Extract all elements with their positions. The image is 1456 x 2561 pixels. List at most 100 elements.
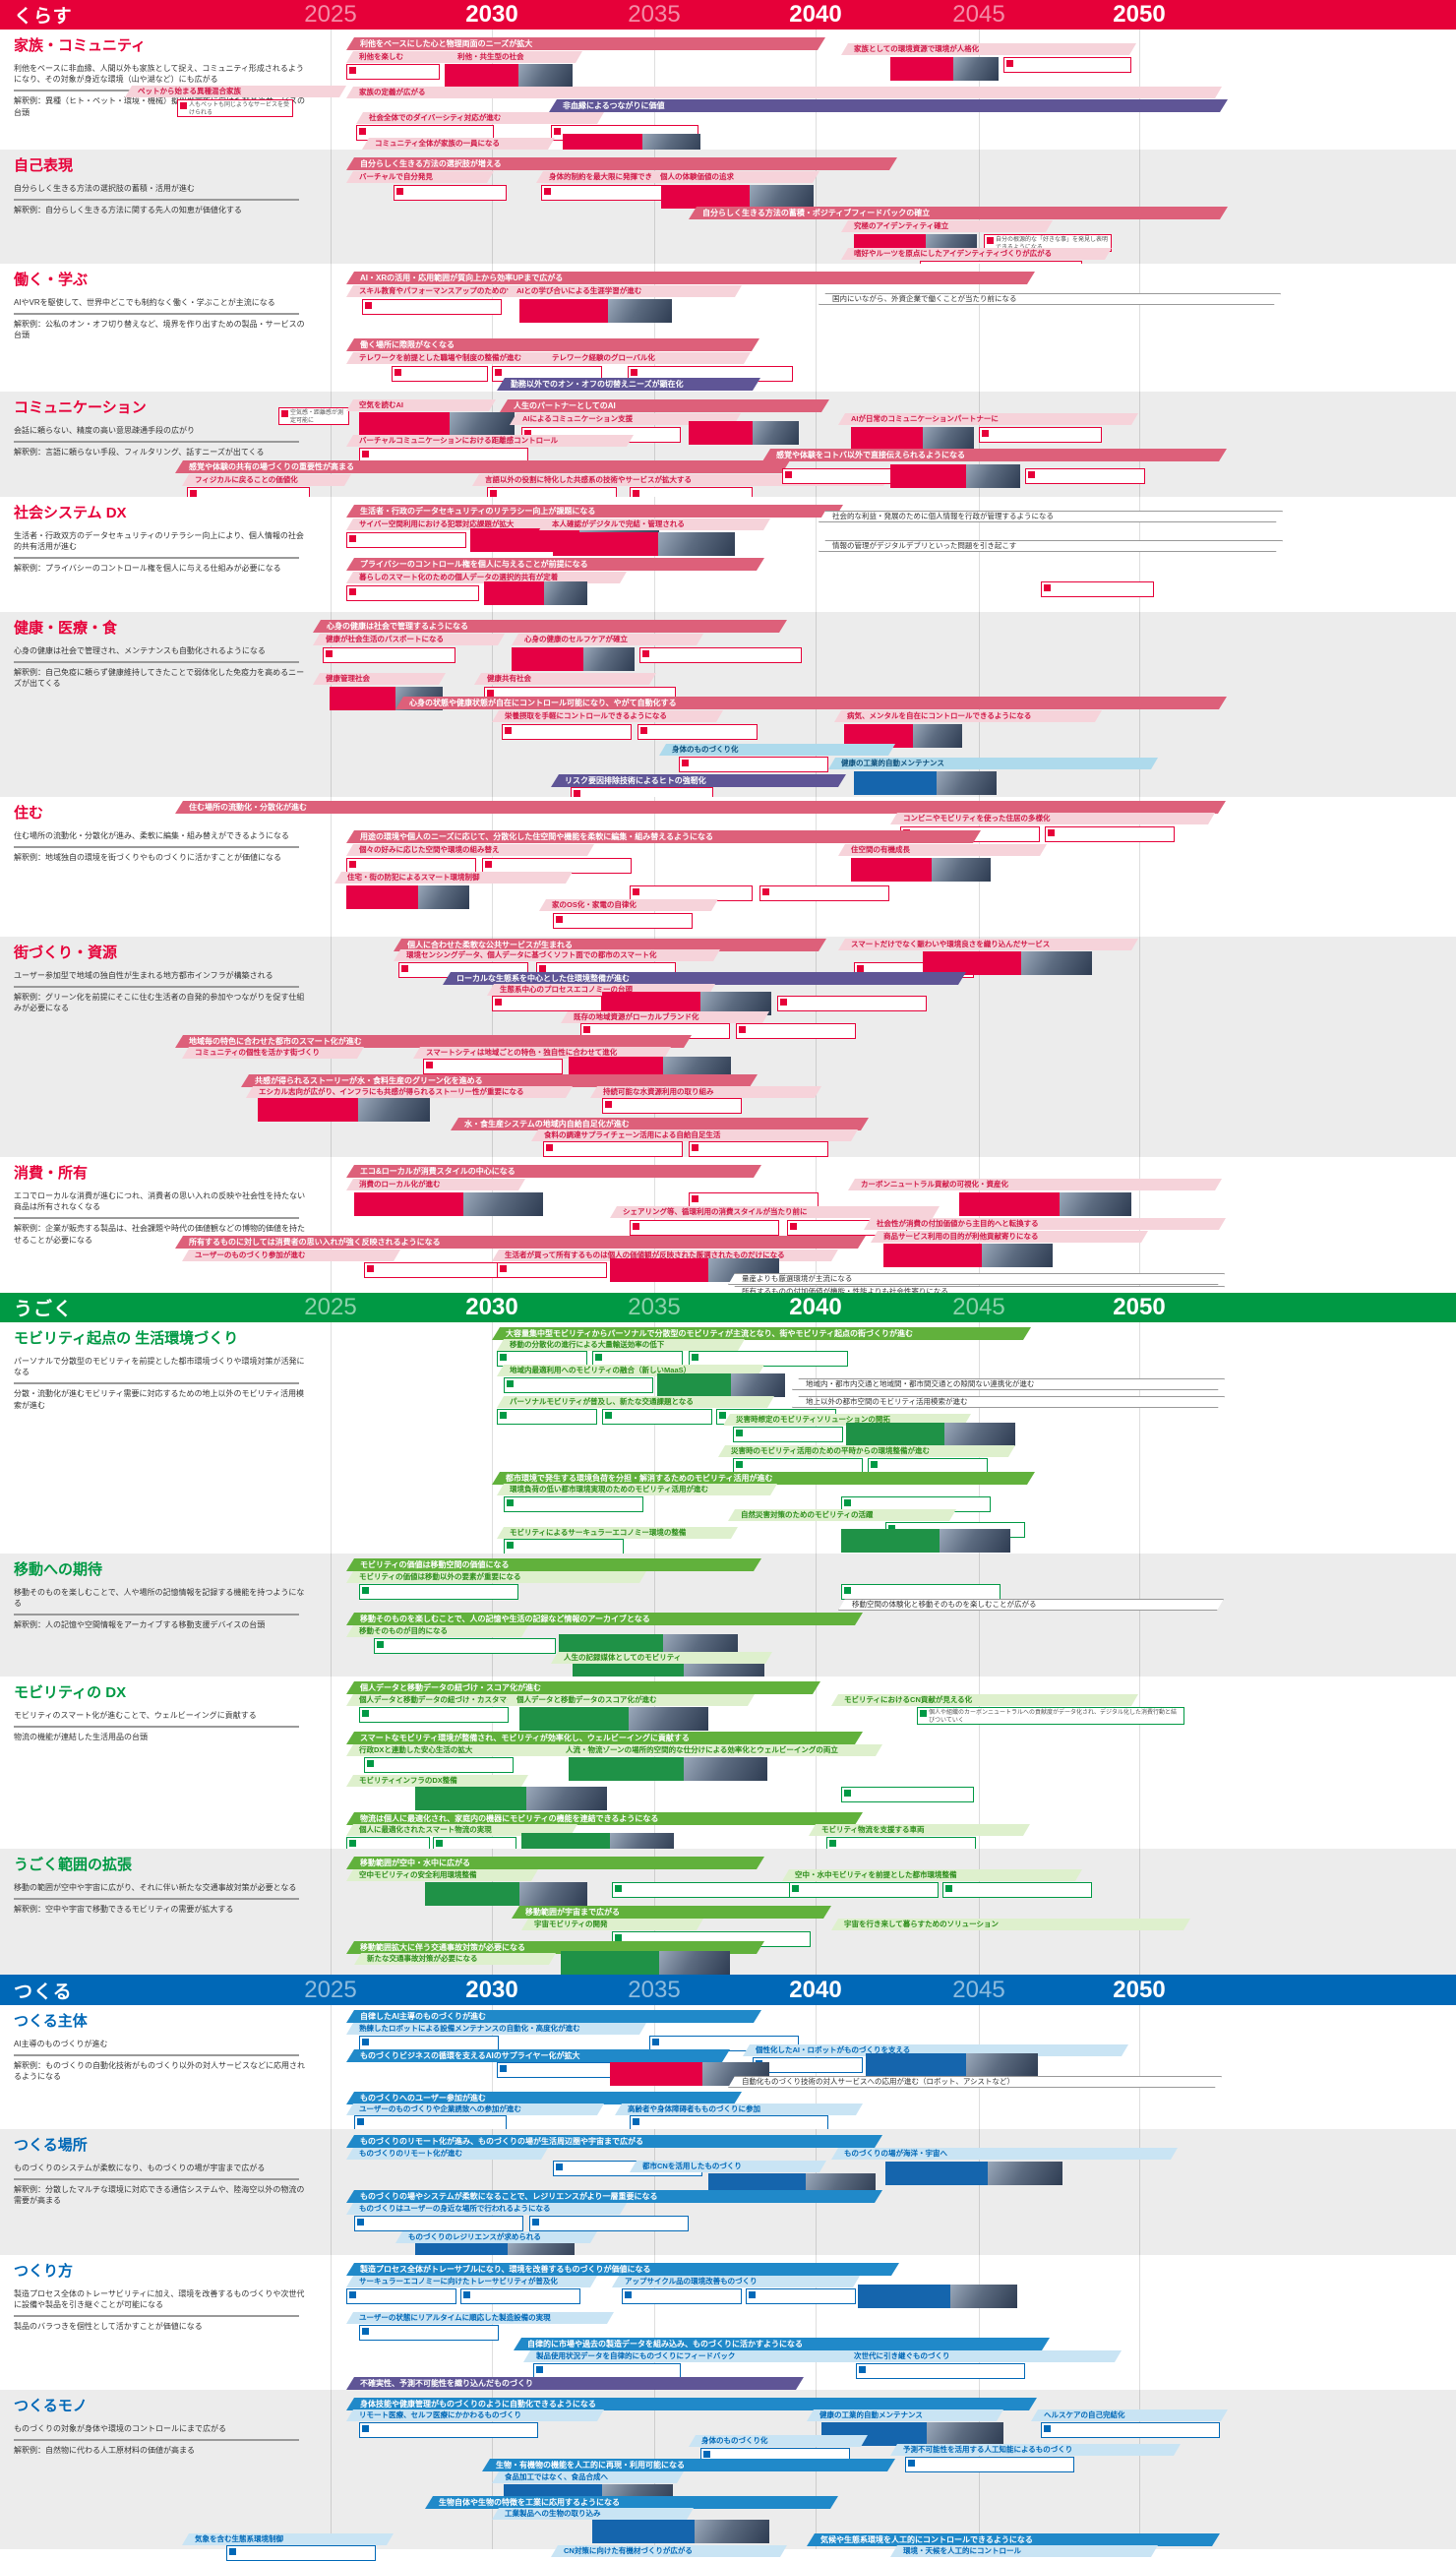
item-number-chip (367, 1760, 374, 1767)
trend-bar: 生物自体や生物の特徴を工業に応用するようになる (425, 2496, 838, 2509)
milestone-item-photo (484, 581, 587, 605)
item-number-chip (362, 451, 369, 457)
topic-bar: 暮らしのスマート化のための個人データの選択的共有が定着 (346, 572, 627, 583)
timeline-gridline (654, 392, 655, 497)
category-title: 社会システム DX (14, 505, 127, 521)
year-label-2040: 2040 (789, 1, 842, 28)
item-number-chip (507, 1542, 514, 1549)
photo-thumbnail (518, 1882, 587, 1906)
topic-bar: 空気を読むAI (346, 399, 496, 411)
label-divider (14, 1217, 299, 1220)
category-description: 移動そのものを楽しむことで、人や場所の記憶情報を記録する機能を持つようになる (14, 1588, 305, 1609)
category-title: 消費・所有 (14, 1165, 89, 1182)
item-number-chip (857, 965, 864, 972)
category-interpretation: 解釈例：グリーン化を前提にそこに住む生活者の自発的参加やつながりを促す仕組みが必… (14, 993, 305, 1013)
timeline-gridline (979, 264, 980, 392)
timeline-gridline (331, 2129, 332, 2255)
category-label: 自己表現 自分らしく生きる方法の選択肢の蓄積・活用が進む 解釈例：自分らしく生きる方… (14, 157, 309, 215)
section-body-ugoku: モビリティ起点の 生活環境づくり パーソナルで分散型のモビリティを前提とした都市環… (0, 1322, 1456, 1975)
milestone-item (1003, 57, 1131, 73)
label-divider (14, 2054, 299, 2057)
category-title: 住む (14, 805, 44, 822)
category-title: 自己表現 (14, 157, 74, 174)
year-label-2030: 2030 (465, 1294, 518, 1320)
milestone-item-photo (689, 421, 799, 445)
milestone-item (639, 647, 802, 663)
category-interpretation: 解釈例：企業が販売する製品は、社会課題や時代の価値観などの博物的価値を持たせるこ… (14, 1224, 305, 1245)
topic-bar: 気象を含む生態系環境制御 (182, 2533, 394, 2545)
timeline-gridline (492, 264, 493, 392)
trend-bar: 物流は個人に最適化され、家庭内の機器にモビリティの機能を連結できるようになる (346, 1812, 863, 1825)
item-number-chip (349, 67, 356, 74)
milestone-item (359, 1707, 509, 1723)
timeline-gridline (331, 1677, 332, 1849)
photo-thumbnail (357, 1098, 430, 1122)
item-number-chip (556, 2164, 563, 2170)
item-number-chip (349, 861, 356, 868)
milestone-item (856, 2363, 1025, 2379)
item-number-chip (739, 1026, 746, 1033)
item-number-chip (362, 2425, 369, 2432)
topic-bar: 都市CNを活用したものづくり (630, 2161, 826, 2172)
timeline-gridline (331, 2005, 332, 2129)
item-number-chip (719, 1412, 726, 1419)
item-number-chip (554, 128, 561, 135)
milestone-item (1041, 581, 1154, 597)
trend-bar: 心身の健康は社会で管理するようになる (313, 620, 787, 633)
trend-bar: ものづくりのリモート化が進み、ものづくりの場が生活周辺圏や宇宙まで広がる (346, 2135, 882, 2148)
category-row: 消費・所有 エコでローカルな消費が進むにつれ、消費者の思い入れの反映や社会性を持た… (0, 1157, 1456, 1293)
timeline-gridline (331, 1157, 332, 1293)
topic-bar: 災害時のモビリティ活用のための平時からの環境整備が進む (718, 1445, 1015, 1457)
photo-thumbnail (937, 771, 997, 795)
topic-bar: ペットから始まる異種混合家族 (125, 86, 346, 97)
photo-thumbnail (1059, 1192, 1131, 1216)
photo-thumbnail (1020, 951, 1092, 975)
topic-bar: コンビニやモビリティを使った住居の多様化 (890, 813, 1215, 824)
note-bar: 自動化ものづくり技術の対人サービスへの応用が進む（ロボット、アシストなど） (728, 2076, 1222, 2088)
milestone-item (364, 1262, 504, 1278)
year-label-2035: 2035 (628, 1, 681, 28)
item-number-chip (495, 369, 502, 376)
milestone-item (359, 2036, 499, 2051)
milestone-item (392, 366, 488, 382)
item-number-chip (844, 1790, 851, 1797)
milestone-item-photo (890, 464, 1020, 488)
milestone-item-photo (592, 2520, 769, 2543)
topic-bar: コミュニティの個性を活かす街づくり (182, 1047, 364, 1059)
topic-bar: 心身の健康のセルフケアが確立 (512, 634, 703, 645)
year-label-2040: 2040 (789, 1976, 842, 2003)
milestone-text: 自分の根源的な「好きな事」を発見し表明できるようになる (996, 237, 1109, 251)
label-divider (14, 1726, 299, 1729)
category-title: コミュニケーション (14, 399, 147, 416)
item-number-chip (749, 2291, 756, 2298)
year-label-2030: 2030 (465, 1976, 518, 2003)
milestone-item (497, 1409, 597, 1425)
label-divider (14, 661, 299, 664)
item-number-chip (682, 760, 689, 766)
milestone-item (346, 585, 479, 601)
year-label-2045: 2045 (952, 1294, 1005, 1320)
milestone-item (374, 1638, 556, 1654)
milestone-item (497, 1351, 587, 1367)
label-divider (14, 557, 299, 560)
item-number-chip (394, 369, 401, 376)
milestone-item-photo (610, 1258, 779, 1282)
item-number-chip (1028, 471, 1035, 478)
milestone-item (1045, 826, 1175, 842)
timeline-gridline (816, 1677, 817, 1849)
item-number-chip (871, 1461, 878, 1468)
category-interpretation: 解釈例：自分らしく生きる方法に関する先人の知恵が価値化する (14, 206, 242, 215)
photo-thumbnail (952, 57, 999, 81)
milestone-item (226, 2545, 376, 2561)
item-number-chip (349, 1840, 356, 1847)
item-number-chip (987, 237, 994, 244)
topic-bar: バーチャルコミュニケーションにおける距離感コントロール (346, 435, 634, 447)
category-row: つくる主体 AI主導のものづくりが進む 解釈例：ものづくりの自動化技術がものづくり以… (0, 2005, 1456, 2131)
section-title-kurasu: くらす (14, 6, 73, 28)
topic-bar: 持続可能な水資源利用の取り組み (590, 1086, 821, 1098)
milestone-item (979, 427, 1102, 443)
category-label: つくるモノ ものづくりの対象が身体や環境のコントロールにまで広がる 解釈例：自然物に… (14, 2398, 309, 2456)
milestone-item-photo (661, 185, 814, 209)
item-number-chip (652, 2039, 659, 2045)
category-title: 働く・学ぶ (14, 272, 89, 288)
